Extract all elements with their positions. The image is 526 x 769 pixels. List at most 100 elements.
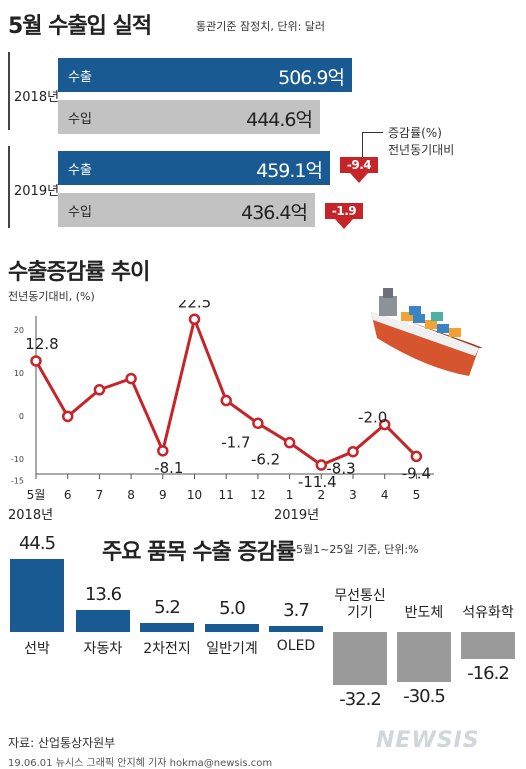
data-point [347,445,359,458]
point-label: -2.0 [358,409,387,427]
bar-2018-export: 수출 506.9억 [58,58,352,92]
y-tick-label: 0 [19,412,24,421]
item-name: 자동차 [83,641,123,657]
point-label: -11.4 [298,473,337,491]
bar-label: 수출 [68,163,92,178]
item-name-line: 기기 [347,605,373,621]
item-bar [461,632,515,659]
credit-text: 19.06.01 뉴시스 그래픽 안지혜 기자 hokma@newsis.com [8,758,273,769]
bar-2018-import: 수입 444.6억 [58,100,320,134]
bar-label: 수입 [68,205,92,220]
data-point [93,384,106,396]
x-tick-label: 4 [381,488,389,502]
data-point [188,313,201,325]
data-point [157,445,169,457]
y-tick-label: 20 [14,326,24,335]
y-tick-label: -15 [11,477,24,486]
yoy-label: 전년동기대비 [388,143,455,157]
x-tick-label: 9 [159,488,167,502]
year-label-2018: 2018년 [14,90,60,105]
x-tick-label: 7 [96,488,104,502]
bar-2019-import: 수입 436.4억 [58,193,315,227]
bar-label: 수출 [68,70,92,85]
x-tick-label: 6 [64,488,72,502]
x-tick-label: 2 [317,488,325,502]
data-point [220,394,232,407]
item-name-line: 무선통신 [334,588,386,604]
item-value: -32.2 [339,689,382,711]
item-value: 5.0 [219,597,246,619]
item-bar [333,632,387,686]
item-value: -30.5 [403,686,446,708]
point-label: 22.5 [178,300,211,311]
item-value: 44.5 [18,532,56,554]
note-leader-line [362,132,383,163]
item-bar [140,623,194,632]
point-label: -9.4 [402,464,431,482]
badge-import-value: -1.9 [331,204,357,218]
bar-value: 436.4억 [241,202,308,224]
newsis-logo: NEWSIS [376,728,480,753]
x-tick-label: 10 [187,488,202,502]
data-point [283,436,296,449]
y-tick-label: -10 [11,455,24,464]
point-label: -6.2 [251,451,280,469]
year-label-2019-axis: 2019년 [274,508,319,523]
x-tick-label: 5월 [27,488,46,502]
x-tick-label: 12 [250,488,265,502]
x-tick-label: 8 [127,488,135,502]
point-label: -8.3 [326,460,355,478]
y-tick-label: 10 [14,369,24,378]
data-point [252,417,264,430]
bar-2019-export: 수출 459.1억 [58,151,330,185]
item-name: 선박 [24,641,50,657]
x-tick-label: 3 [349,488,357,502]
item-bar [269,625,323,632]
item-value: 3.7 [283,599,310,621]
item-bar [205,623,259,632]
section1-title: 5월 수출입 실적 [8,14,152,39]
badge-export-value: -9.4 [346,158,372,172]
item-bar [10,558,64,632]
section3-title: 주요 품목 수출 증감률 [102,540,296,565]
point-label: -1.7 [221,433,250,451]
x-tick-label: 11 [219,488,234,502]
item-name: 2차전지 [143,641,191,657]
section3-subtitle: 5월1~25일 기준, 단위:% [296,543,419,556]
item-value: -16.2 [467,662,510,684]
data-point [125,372,137,385]
bar-value: 444.6억 [246,109,313,131]
x-tick-label: 5 [413,488,421,502]
item-name: 일반기계 [206,641,258,657]
item-name-line: 석유화학 [462,605,514,621]
item-bar [397,632,451,683]
item-name-line: 반도체 [404,605,444,621]
down-arrow-icon: -1.9 [325,203,363,229]
item-name: 무선통신 기기 [323,588,397,622]
point-label: -8.1 [154,459,183,477]
section2-subtitle: 전년동기대비, (%) [8,290,95,303]
item-value: 13.6 [84,583,122,605]
data-point [410,450,423,463]
item-bar [76,609,130,632]
data-point [315,459,328,471]
bar-label: 수입 [68,112,92,127]
year-bracket-2019 [8,146,10,228]
bar-value: 459.1억 [256,160,323,182]
point-label: 12.8 [25,335,58,353]
item-name: OLED [276,638,316,654]
data-point [61,410,74,423]
item-name: 반도체 [387,605,461,622]
year-bracket-2018 [8,52,10,130]
source-text: 자료: 산업통상자원부 [8,736,116,750]
down-arrow-icon: -9.4 [340,157,378,183]
data-point [378,418,391,431]
bar-value: 506.9억 [278,67,345,89]
year-label-2018-axis: 2018년 [8,508,53,523]
year-label-2019: 2019년 [14,184,60,199]
section2-title: 수출증감률 추이 [8,260,150,285]
item-name: 석유화학 [451,605,525,622]
section1-subtitle: 통관기준 잠정치, 단위: 달러 [196,20,326,33]
